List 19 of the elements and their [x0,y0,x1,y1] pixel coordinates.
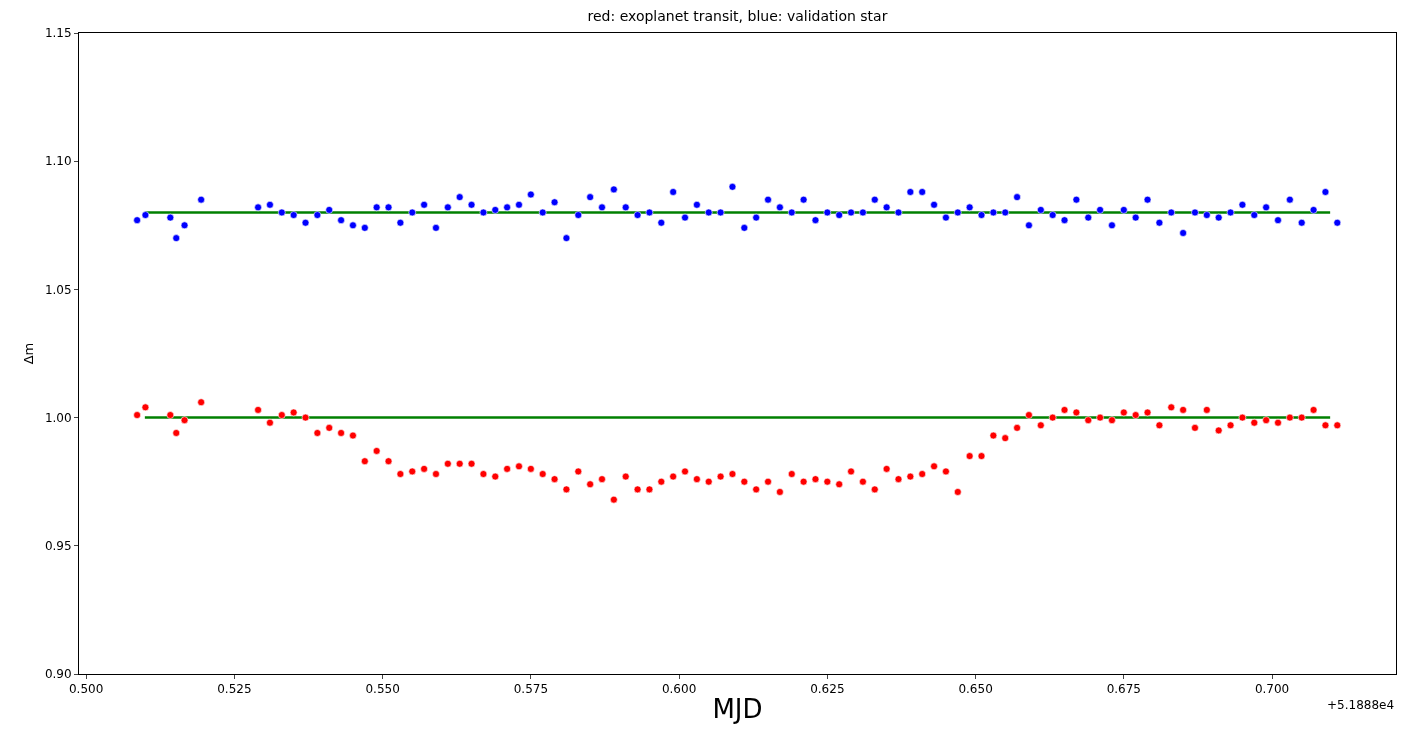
y-tick-label: 1.15 [44,26,72,41]
x-tick-label: 0.575 [513,682,549,697]
y-tick-label: 0.95 [44,539,72,553]
x-tick-label: 0.550 [365,682,400,697]
x-axis-title: MJD [712,694,763,725]
y-tick-label: 1.00 [44,410,72,425]
chart-title: red: exoplanet transit, blue: validation star [587,7,888,24]
x-tick-label: 0.500 [68,682,104,697]
x-tick-label: 0.525 [217,682,252,697]
x-tick-label: 0.600 [661,682,697,697]
y-tick-label: 1.05 [44,282,72,297]
text: +5.1888e4 [1327,698,1395,712]
x-tick-label: 0.675 [1106,682,1141,697]
y-tick-label: 1.10 [44,154,72,169]
x-tick-label: 0.625 [810,682,845,697]
x-tick-label: 0.650 [958,682,993,697]
y-axis-title: Δm [20,342,36,365]
y-tick-label: 0.90 [44,667,72,682]
x-tick-label: 0.700 [1254,682,1290,697]
